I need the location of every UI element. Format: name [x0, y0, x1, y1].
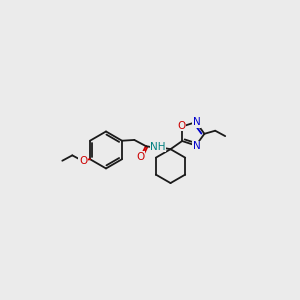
Text: NH: NH [151, 142, 166, 152]
Text: O: O [136, 152, 145, 162]
Text: O: O [177, 121, 185, 131]
Text: N: N [193, 117, 200, 127]
Text: O: O [79, 156, 87, 166]
Text: N: N [193, 141, 200, 151]
